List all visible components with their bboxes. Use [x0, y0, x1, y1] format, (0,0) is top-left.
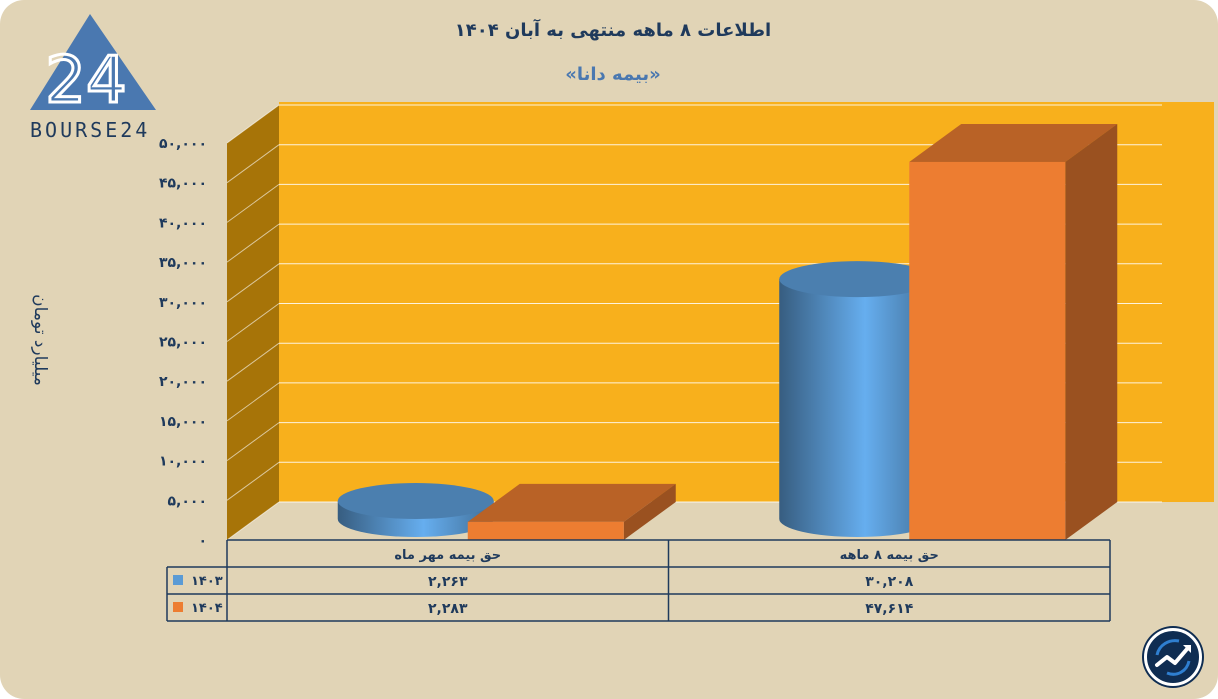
- logo-text: BOURSE24: [30, 118, 151, 142]
- y-tick-label: ۵۰,۰۰۰: [159, 136, 207, 152]
- bar-box-front: [909, 161, 1066, 541]
- data-value-label: ۲,۲۸۳: [428, 601, 468, 617]
- category-label: حق بیمه مهر ماه: [394, 548, 501, 563]
- y-tick-label: ۰: [198, 533, 207, 549]
- bar-box-front: [467, 521, 624, 540]
- logo-mark: 24: [45, 44, 126, 118]
- gridline-side: [226, 382, 280, 422]
- trend-arrow-icon: [1155, 639, 1191, 676]
- data-value-label: ۳۰,۲۰۸: [865, 574, 913, 590]
- data-value-label: ۲,۲۶۳: [428, 574, 468, 590]
- bar-box-side: [1065, 123, 1118, 541]
- legend-label: ۱۴۰۳: [191, 574, 223, 589]
- y-tick-label: ۲۵,۰۰۰: [159, 335, 207, 351]
- gridline-side: [226, 303, 280, 342]
- bar-box-side: [623, 483, 676, 540]
- y-tick-label: ۱۰,۰۰۰: [159, 454, 207, 470]
- gridline-side: [226, 104, 280, 144]
- y-tick-label: ۴۰,۰۰۰: [159, 215, 207, 231]
- y-tick-label: ۴۵,۰۰۰: [159, 176, 207, 192]
- trend-badge-icon: [1144, 628, 1202, 686]
- bar-box-top: [467, 483, 676, 522]
- bourse24-logo: 24: [30, 14, 156, 120]
- legend-label: ۱۴۰۴: [191, 601, 223, 616]
- chart-title: اطلاعات ۸ ماهه منتهی به آبان ۱۴۰۴: [454, 20, 772, 41]
- y-tick-label: ۲۰,۰۰۰: [159, 374, 207, 390]
- gridline-side: [226, 223, 280, 263]
- chart-subtitle: «بیمه دانا»: [565, 64, 661, 85]
- category-label: حق بیمه ۸ ماهه: [840, 548, 939, 563]
- legend-swatch: [173, 575, 183, 585]
- gridline-side: [226, 501, 280, 541]
- logo-triangle: [30, 14, 156, 110]
- gridline-side: [226, 461, 280, 501]
- y-tick-label: ۱۵,۰۰۰: [159, 414, 207, 430]
- gridline-side: [226, 144, 280, 184]
- data-value-label: ۴۷,۶۱۴: [865, 601, 913, 617]
- y-tick-label: ۳۵,۰۰۰: [159, 255, 207, 271]
- bar-cylinder-body: [779, 279, 936, 537]
- y-tick-label: ۵,۰۰۰: [168, 493, 208, 509]
- gridline-side: [226, 263, 280, 303]
- gridline-side: [226, 183, 280, 223]
- y-tick-label: ۳۰,۰۰۰: [159, 295, 207, 311]
- bar-cylinder-top: [779, 261, 936, 298]
- gridline-side: [226, 422, 280, 462]
- legend-swatch: [173, 602, 183, 612]
- bar-cylinder-top: [337, 483, 494, 520]
- bar-box-top: [909, 123, 1118, 162]
- gridline-side: [226, 342, 280, 382]
